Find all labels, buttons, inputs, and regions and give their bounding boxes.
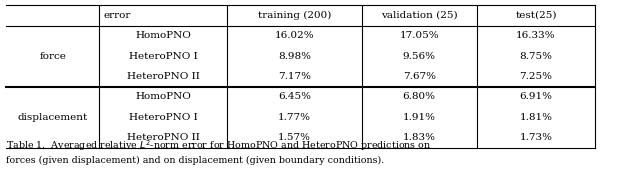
Text: displacement: displacement (18, 113, 88, 122)
Text: 1.81%: 1.81% (520, 113, 552, 122)
Text: 7.67%: 7.67% (403, 72, 436, 81)
Text: 1.73%: 1.73% (520, 133, 552, 142)
Text: 1.77%: 1.77% (278, 113, 311, 122)
Text: HomoPNO: HomoPNO (135, 92, 191, 101)
Text: HeteroPNO II: HeteroPNO II (127, 72, 200, 81)
Text: 6.91%: 6.91% (520, 92, 552, 101)
Text: error: error (103, 11, 131, 20)
Text: 8.75%: 8.75% (520, 52, 552, 61)
Text: 6.80%: 6.80% (403, 92, 436, 101)
Text: 8.98%: 8.98% (278, 52, 311, 61)
Text: 7.25%: 7.25% (520, 72, 552, 81)
Text: 7.17%: 7.17% (278, 72, 311, 81)
Text: HeteroPNO I: HeteroPNO I (129, 113, 198, 122)
Text: HeteroPNO I: HeteroPNO I (129, 52, 198, 61)
Text: 1.91%: 1.91% (403, 113, 436, 122)
Text: 1.83%: 1.83% (403, 133, 436, 142)
Text: training (200): training (200) (258, 11, 331, 20)
Text: HeteroPNO II: HeteroPNO II (127, 133, 200, 142)
Text: 17.05%: 17.05% (399, 31, 439, 40)
Text: 1.57%: 1.57% (278, 133, 311, 142)
Text: force: force (40, 52, 66, 61)
Text: test(25): test(25) (515, 11, 557, 20)
Text: Table 1.  Averaged relative $L^2$-norm error for HomoPNO and HeteroPNO predictio: Table 1. Averaged relative $L^2$-norm er… (6, 138, 432, 165)
Text: 16.02%: 16.02% (275, 31, 314, 40)
Text: 6.45%: 6.45% (278, 92, 311, 101)
Text: 9.56%: 9.56% (403, 52, 436, 61)
Text: validation (25): validation (25) (381, 11, 458, 20)
Text: 16.33%: 16.33% (516, 31, 556, 40)
Text: HomoPNO: HomoPNO (135, 31, 191, 40)
